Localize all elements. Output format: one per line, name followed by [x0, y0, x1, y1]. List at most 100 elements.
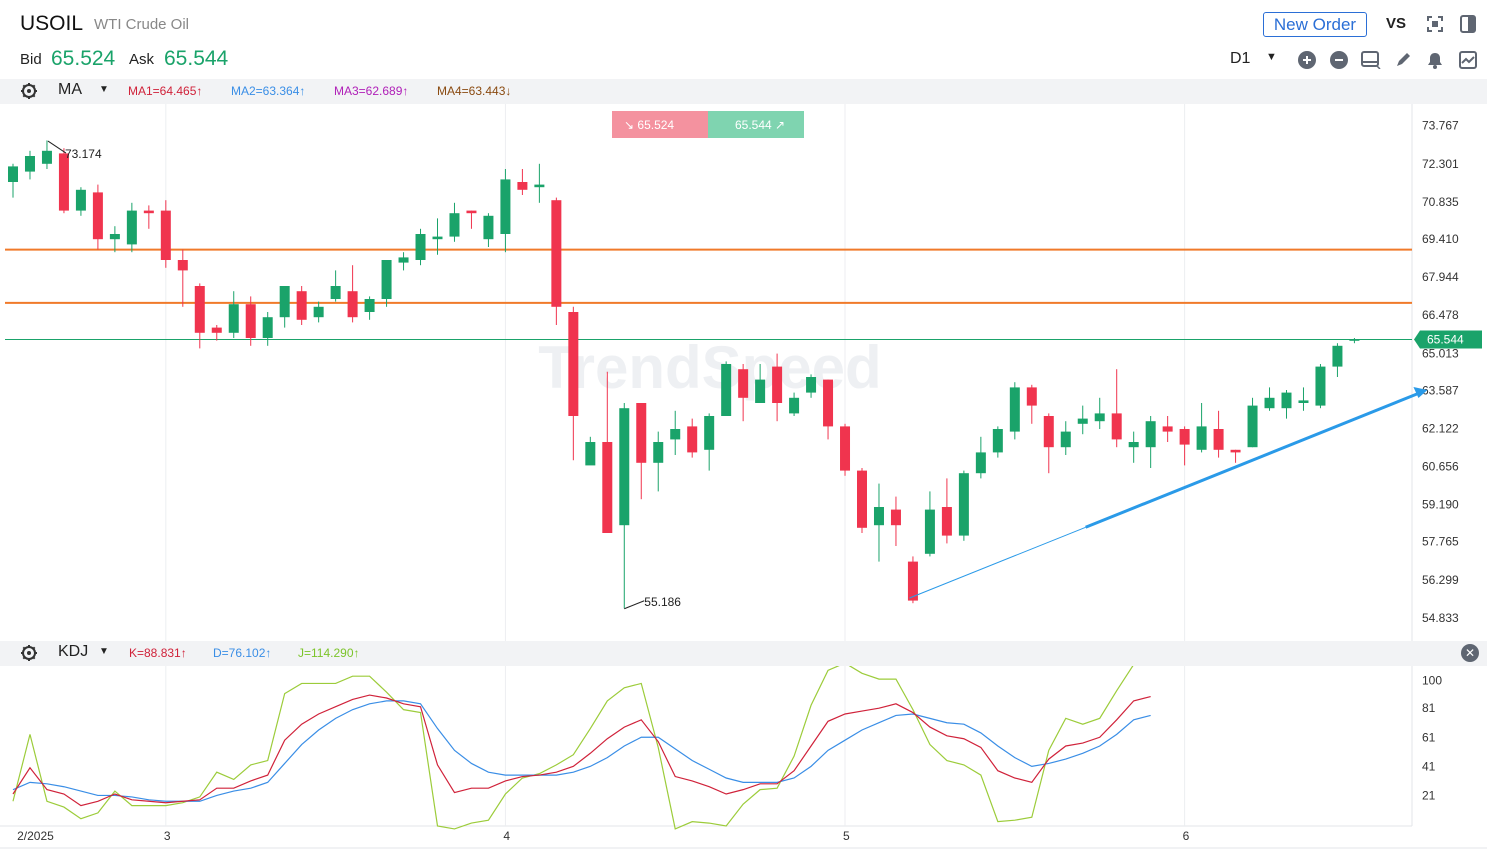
candle [313, 301, 324, 323]
candle [738, 364, 749, 422]
compare-button[interactable]: VS [1386, 15, 1407, 32]
close-icon[interactable]: ✕ [1461, 644, 1479, 662]
zoom-out-icon[interactable] [1329, 50, 1349, 70]
alert-bell-icon[interactable] [1425, 50, 1445, 70]
symbol-code: USOIL [20, 12, 84, 35]
quote-box: ↘ 65.524 65.544 ↗ [612, 111, 804, 138]
candle-body [483, 215, 494, 240]
high-label: 73.174 [65, 147, 102, 161]
chevron-down-icon[interactable]: ▼ [1266, 51, 1277, 63]
candle [636, 403, 647, 500]
candle [8, 163, 18, 198]
candle [449, 202, 460, 242]
candle-body [1281, 392, 1292, 409]
chart-layout-icon[interactable] [1361, 50, 1381, 70]
gear-icon[interactable] [20, 82, 38, 105]
chevron-down-icon[interactable]: ▼ [99, 646, 109, 657]
time-axis-label: 4 [503, 829, 510, 843]
candle-body [313, 306, 324, 318]
candle-body [364, 299, 375, 312]
new-order-button[interactable]: New Order [1263, 12, 1367, 37]
buy-quote-label: 65.544 ↗ [735, 118, 785, 132]
ma-indicator-bar: MA ▼ MA1=64.465↑ MA2=63.364↑ MA3=62.689↑… [0, 79, 1487, 104]
candle-body [958, 473, 969, 536]
candle [1060, 421, 1071, 455]
candle [924, 491, 935, 557]
candle [534, 163, 545, 203]
candle-body [211, 327, 222, 333]
candle-body [823, 379, 834, 427]
price-tick-label: 69.410 [1422, 232, 1459, 246]
current-price-tag [1414, 330, 1482, 349]
kdj-indicator-name[interactable]: KDJ [58, 643, 89, 660]
time-axis-label: 2/2025 [17, 829, 54, 843]
candle-body [1230, 449, 1241, 453]
time-axis-label: 6 [1183, 829, 1190, 843]
candle-body [58, 153, 69, 211]
candle-body [721, 364, 732, 416]
candle [585, 436, 596, 466]
candle [415, 228, 426, 266]
time-axis-label: 5 [843, 829, 850, 843]
candle [568, 306, 579, 461]
candle [602, 371, 613, 533]
kdj-d-line [12, 700, 1151, 802]
gear-icon[interactable] [20, 644, 38, 667]
candle [857, 468, 867, 533]
draw-pencil-icon[interactable] [1393, 50, 1413, 70]
candle [1077, 405, 1088, 435]
time-axis-label: 3 [164, 829, 171, 843]
price-tick-label: 65.013 [1422, 346, 1459, 360]
period-selector[interactable]: D1 [1230, 50, 1251, 67]
candle [41, 140, 52, 169]
ma-indicator-name[interactable]: MA [58, 81, 82, 98]
candle [330, 270, 341, 302]
trendline-arrowhead [1413, 387, 1428, 398]
ma1-value: MA1=64.465↑ [128, 84, 203, 98]
candle [619, 403, 630, 609]
candle [687, 418, 698, 458]
candle [483, 213, 494, 247]
candle [1009, 382, 1020, 440]
candle [381, 260, 392, 307]
candle-body [126, 210, 137, 245]
candle [1026, 384, 1037, 424]
candle [279, 286, 290, 328]
candle [1145, 416, 1156, 468]
candle [806, 374, 817, 398]
candle [245, 296, 256, 346]
zoom-in-icon[interactable] [1297, 50, 1317, 70]
panel-toggle-icon[interactable] [1458, 14, 1478, 34]
price-tick-label: 72.301 [1422, 157, 1459, 171]
candle [704, 413, 715, 471]
candle-body [228, 304, 239, 333]
candle [721, 361, 732, 416]
chevron-down-icon[interactable]: ▼ [99, 84, 109, 95]
candle [670, 410, 681, 455]
candle-body [772, 366, 783, 403]
candle [1128, 431, 1139, 463]
candle [551, 197, 562, 325]
candle [1247, 397, 1258, 448]
candle [1230, 449, 1241, 463]
candle-body [1026, 387, 1037, 406]
candle [1298, 387, 1309, 411]
candle-body [687, 426, 698, 453]
candle-body [92, 192, 103, 240]
candle-body [1264, 397, 1275, 409]
candle-body [245, 304, 256, 338]
indicator-chart-icon[interactable] [1458, 50, 1478, 70]
candle [755, 364, 766, 403]
current-price-label: 65.544 [1427, 332, 1464, 346]
candle-body [75, 189, 86, 211]
candle [1179, 426, 1190, 466]
candle [466, 210, 477, 229]
fullscreen-icon[interactable] [1425, 14, 1445, 34]
candle-body [1094, 413, 1105, 422]
candle-body [1315, 366, 1326, 406]
candle [941, 478, 952, 544]
candle [109, 226, 120, 253]
kdj-tick-label: 100 [1422, 674, 1442, 688]
price-tick-label: 62.122 [1422, 421, 1459, 435]
